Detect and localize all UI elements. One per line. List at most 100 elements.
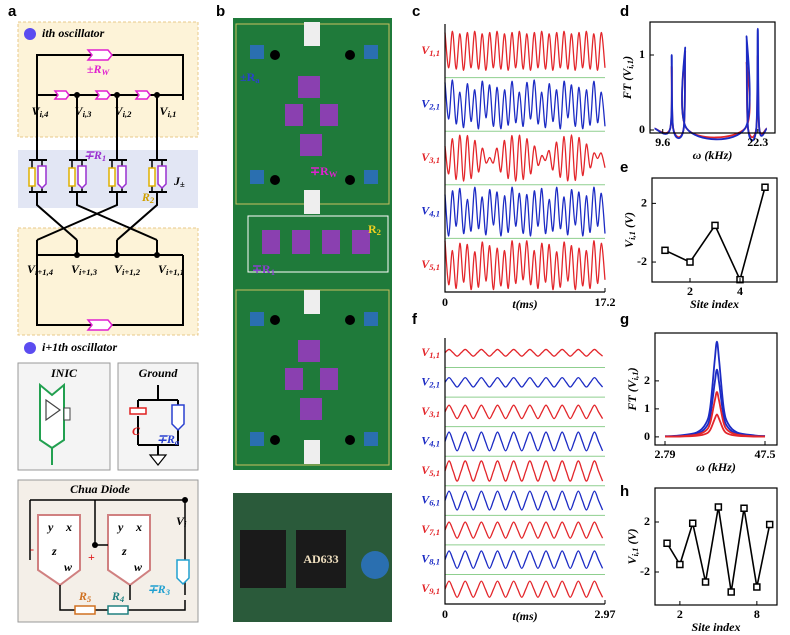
box-title: INIC bbox=[50, 366, 78, 380]
marker bbox=[676, 560, 684, 569]
trace bbox=[444, 521, 604, 539]
panel-label: a bbox=[8, 3, 17, 20]
frame bbox=[654, 332, 778, 446]
marker bbox=[727, 588, 735, 596]
resistor-label: ∓R1 bbox=[84, 148, 106, 163]
y-tick-label: 2 bbox=[644, 373, 650, 387]
x-tick-label: 2 bbox=[687, 284, 693, 298]
trace-label: V1,1 bbox=[421, 43, 440, 58]
trace-label: V8,1 bbox=[421, 551, 440, 566]
x-tick-label: 47.5 bbox=[755, 447, 776, 461]
trace bbox=[444, 431, 604, 452]
resistor-label: ±RW bbox=[87, 62, 111, 77]
board-photo bbox=[233, 18, 392, 622]
sign-label: + bbox=[88, 550, 95, 564]
y-tick-label: -2 bbox=[637, 254, 647, 268]
trace bbox=[444, 376, 604, 388]
node-label: Vi+1,3 bbox=[71, 262, 98, 277]
trace-label: V5,1 bbox=[421, 463, 440, 478]
oscillator-marker bbox=[24, 342, 36, 354]
node-label: Vi bbox=[176, 514, 187, 529]
y-tick-label: 1 bbox=[644, 401, 650, 415]
oscillator-marker bbox=[24, 28, 36, 40]
trace bbox=[444, 134, 606, 182]
component-label: R2 bbox=[368, 222, 381, 237]
pin-label: z bbox=[51, 544, 57, 558]
x-axis-label: t(ms) bbox=[512, 609, 537, 623]
x-axis-label: Site index bbox=[691, 620, 740, 634]
pin-label: y bbox=[46, 520, 54, 534]
node-label: Vi,1 bbox=[160, 104, 177, 119]
component-label: ∓R1 bbox=[252, 262, 275, 277]
trace bbox=[444, 550, 604, 570]
marker bbox=[714, 503, 723, 511]
node-label: Vi,2 bbox=[115, 104, 133, 119]
box-title: Chua Diode bbox=[70, 482, 130, 496]
y-tick-label: 0 bbox=[639, 122, 645, 136]
panel-label: e bbox=[620, 159, 628, 176]
oscillator-title: i+1th oscillator bbox=[42, 340, 118, 354]
panel-label: g bbox=[620, 311, 629, 328]
marker bbox=[753, 583, 761, 591]
line bbox=[654, 27, 768, 142]
frame bbox=[654, 487, 778, 606]
panel-label: b bbox=[216, 3, 225, 20]
panel-label: c bbox=[412, 3, 420, 20]
trace-label: V3,1 bbox=[421, 150, 440, 165]
pin-label: w bbox=[64, 560, 73, 574]
x-tick-label: 2.97 bbox=[595, 607, 616, 621]
y-axis-label: Vi,1 (V) bbox=[625, 529, 640, 565]
y-axis-label: Vi,1 (V) bbox=[622, 212, 637, 248]
marker bbox=[663, 539, 671, 547]
coupling-label: J± bbox=[173, 174, 185, 189]
panel-label: d bbox=[620, 3, 629, 20]
node-label: Vi+1,4 bbox=[27, 262, 54, 277]
trace-label: V3,1 bbox=[421, 404, 440, 419]
trace-label: V9,1 bbox=[421, 581, 440, 596]
trace-label: V2,1 bbox=[421, 96, 440, 111]
circuit bbox=[17, 21, 199, 623]
trace-label: V4,1 bbox=[421, 433, 440, 448]
trace bbox=[444, 186, 606, 237]
line bbox=[666, 506, 771, 593]
x-axis-label: ω (kHz) bbox=[693, 148, 733, 162]
resistor-label: R5 bbox=[78, 589, 92, 604]
trace bbox=[444, 240, 606, 291]
node-label: Vi,4 bbox=[32, 104, 50, 119]
trace bbox=[444, 348, 603, 357]
panel-label: h bbox=[620, 483, 629, 500]
component-label: ±Ra bbox=[240, 70, 260, 85]
trace bbox=[444, 404, 604, 420]
trace bbox=[444, 580, 604, 598]
marker bbox=[701, 578, 710, 586]
trace-label: V4,1 bbox=[421, 203, 440, 218]
trace bbox=[444, 79, 606, 130]
x-tick-label: 2 bbox=[677, 607, 683, 621]
box-title: Ground bbox=[139, 366, 179, 380]
sign-label: - bbox=[30, 542, 34, 556]
marker bbox=[761, 183, 769, 191]
y-tick-label: 1 bbox=[639, 47, 645, 61]
line bbox=[664, 413, 766, 438]
trace-label: V2,1 bbox=[421, 374, 440, 389]
trace-label: V1,1 bbox=[421, 345, 440, 360]
resistor-label: ∓Ra bbox=[157, 432, 180, 447]
capacitor-label: C bbox=[132, 424, 141, 438]
charts: V1,1 V2,1 V3,1 V4,1 V5,1 0 17.2 t(ms) 0 1 9.6 22.3 ω… bbox=[421, 21, 778, 634]
marker bbox=[688, 519, 697, 527]
marker bbox=[711, 221, 719, 230]
y-axis-label: FT (Vi,1) bbox=[625, 367, 640, 411]
x-axis-label: Site index bbox=[690, 297, 739, 311]
node-label: Vi+1,2 bbox=[114, 262, 141, 277]
line bbox=[664, 340, 766, 438]
y-tick-label: 2 bbox=[641, 195, 647, 209]
node-label: Vi,3 bbox=[75, 104, 93, 119]
resistor-label: R4 bbox=[111, 589, 125, 604]
frame bbox=[649, 21, 776, 134]
marker bbox=[765, 520, 774, 529]
y-tick-label: -2 bbox=[640, 564, 650, 578]
trace bbox=[444, 460, 604, 482]
y-tick-label: 0 bbox=[644, 429, 650, 443]
pin-label: x bbox=[135, 520, 142, 534]
pin-label: z bbox=[121, 544, 127, 558]
